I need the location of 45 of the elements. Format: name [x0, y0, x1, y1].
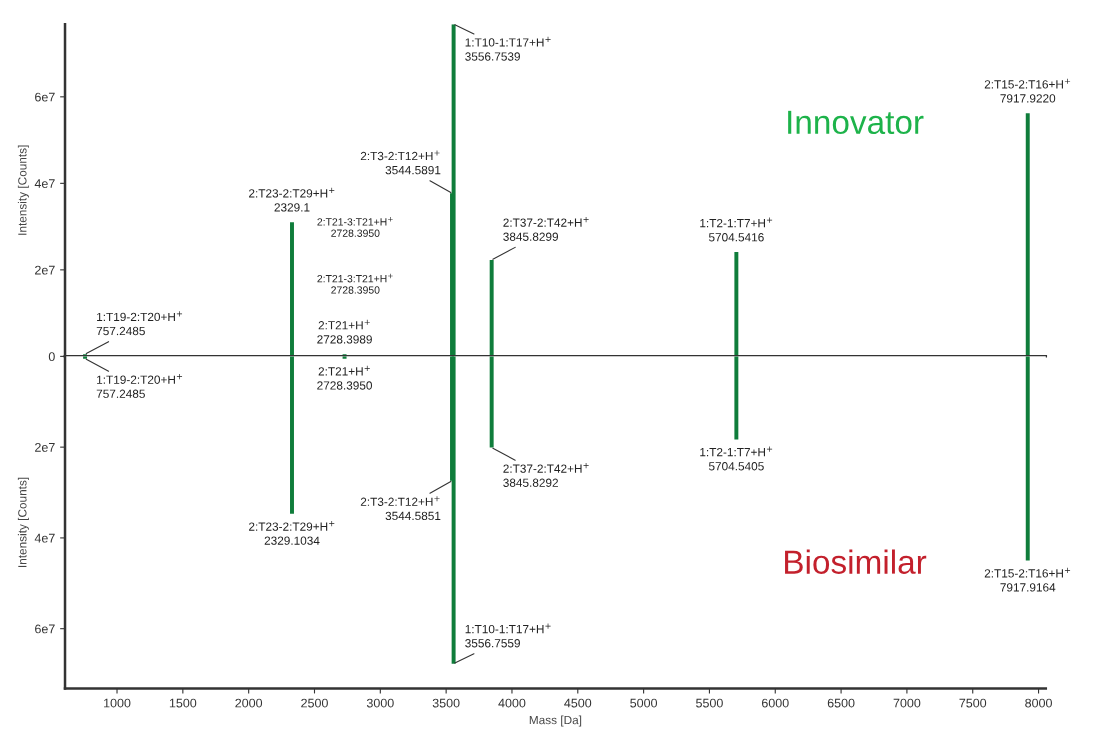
- text: 1:T2-1:T7+H$^{+}$ 5704.5405: [700, 446, 773, 471]
- text: 2:T21-3:T21+H$^{+}$ 2728.3950: [317, 216, 393, 237]
- text: 1:T10-1:T17+H$^{+}$ 3556.7559: [465, 623, 551, 648]
- x-tick-label: 8000: [1025, 698, 1052, 708]
- text: 1:T10-1:T17+H$^{+}$ 3556.7539: [465, 36, 551, 61]
- text: 2:T21+H$^{+}$ 2728.3950: [317, 365, 372, 390]
- x-tick-label: 3500: [432, 698, 460, 708]
- x-tick-label: 6500: [827, 698, 855, 708]
- x-tick-label: 5500: [696, 698, 723, 708]
- y-tick-label: 2e7: [35, 265, 55, 275]
- x-tick-label: 7000: [893, 698, 921, 708]
- x-tick-label: 5000: [630, 698, 658, 708]
- y-axis-title: Intensity [Counts]: [17, 145, 29, 235]
- text: 2:T21-3:T21+H$^{+}$ 2728.3950: [317, 273, 393, 294]
- text: 1:T2-1:T7+H$^{+}$ 5704.5416: [700, 217, 773, 242]
- text: 2:T37-2:T42+H$^{+}$ 3845.8292: [503, 463, 589, 487]
- x-tick-label: 7500: [959, 698, 987, 708]
- x-tick-label: 1000: [104, 698, 131, 708]
- x-tick-label: 6000: [761, 698, 789, 708]
- x-tick-label: 3000: [366, 698, 394, 708]
- x-tick-label: 2000: [235, 698, 263, 708]
- text: 1:T19-2:T20+H$^{+}$ 757.2485: [96, 374, 183, 398]
- annotation: Innovator: [788, 110, 924, 135]
- y-tick-label: 6e7: [35, 624, 55, 634]
- x-tick-label: 4500: [564, 698, 592, 708]
- text: 1:T19-2:T20+H$^{+}$ 757.2485: [96, 311, 183, 336]
- x-tick-label: 2500: [301, 698, 328, 708]
- annotation: Biosimilar: [785, 549, 927, 574]
- x-tick-label: 1500: [169, 698, 197, 708]
- x-tick-label: 4000: [498, 698, 526, 708]
- text: 2:T21+H$^{+}$ 2728.3989: [317, 319, 372, 344]
- text: 2:T23-2:T29+H$^{+}$ 2329.1034: [249, 520, 335, 545]
- y-tick-label: 0: [48, 352, 55, 362]
- text: 2:T15-2:T16+H$^{+}$ 7917.9164: [984, 567, 1071, 592]
- text: 2:T15-2:T16+H$^{+}$ 7917.9220: [984, 78, 1071, 103]
- y-tick-label: 2e7: [35, 442, 55, 452]
- x-axis-title: Mass [Da]: [529, 715, 582, 727]
- y-tick-label: 4e7: [34, 179, 55, 188]
- text: 2:T37-2:T42+H$^{+}$ 3845.8299: [503, 217, 589, 241]
- text: 2:T3-2:T12+H$^{+}$ 3544.5851: [360, 496, 441, 521]
- y-tick-label: 6e7: [35, 92, 55, 102]
- text: 2:T23-2:T29+H$^{+}$ 2329.1: [249, 187, 335, 212]
- text: 2:T3-2:T12+H$^{+}$ 3544.5891: [360, 150, 441, 175]
- y-axis-title: Intensity [Counts]: [17, 477, 29, 567]
- y-tick-label: 4e7: [34, 533, 55, 543]
